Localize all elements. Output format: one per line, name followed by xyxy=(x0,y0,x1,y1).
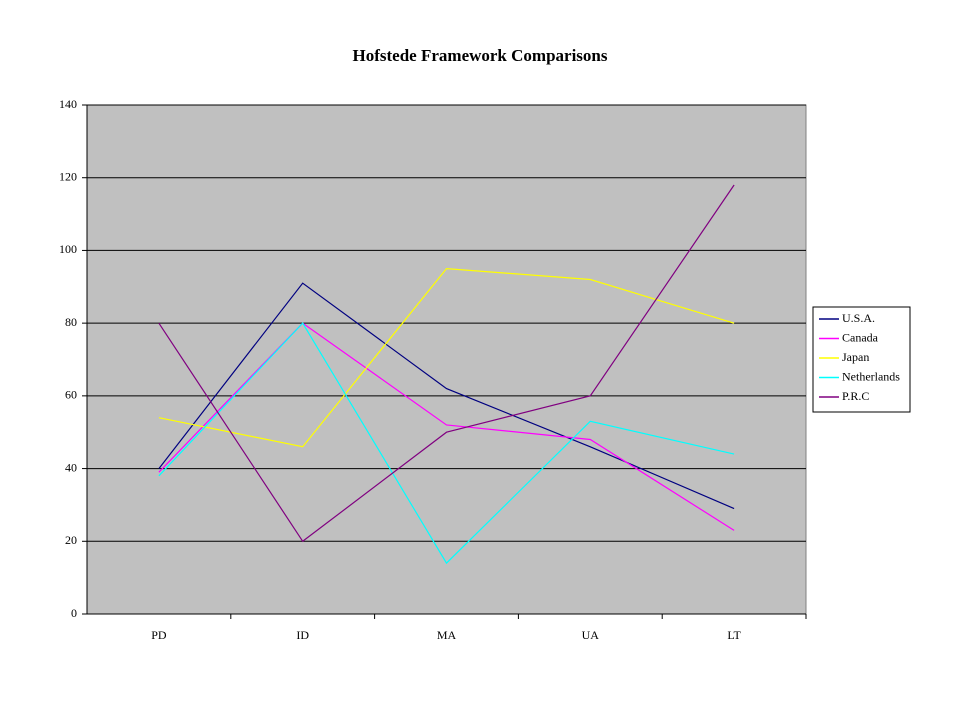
y-tick-label: 40 xyxy=(65,460,77,474)
y-tick-label: 140 xyxy=(59,97,77,111)
legend-label: Japan xyxy=(842,350,869,364)
x-tick-label: PD xyxy=(151,628,167,642)
series-line xyxy=(158,322,735,565)
series-line xyxy=(158,184,735,543)
series-line xyxy=(158,267,735,448)
y-tick-label: 120 xyxy=(59,169,77,183)
x-tick-label: MA xyxy=(437,628,457,642)
plot-area xyxy=(86,104,807,615)
chart-title: Hofstede Framework Comparisons xyxy=(353,46,608,65)
legend-label: Netherlands xyxy=(842,369,900,383)
y-tick-label: 80 xyxy=(65,315,77,329)
y-tick-label: 100 xyxy=(59,242,77,256)
x-tick-label: ID xyxy=(296,628,309,642)
legend-box xyxy=(812,306,911,413)
y-tick-label: 20 xyxy=(65,533,77,547)
legend-label: Canada xyxy=(842,330,879,344)
legend-label: P.R.C xyxy=(842,389,869,403)
y-tick-label: 60 xyxy=(65,388,77,402)
series-line xyxy=(158,282,735,510)
x-tick-label: UA xyxy=(582,628,600,642)
series-line xyxy=(158,322,735,531)
y-tick-label: 0 xyxy=(71,606,77,620)
legend-label: U.S.A. xyxy=(842,311,875,325)
x-tick-label: LT xyxy=(727,628,741,642)
